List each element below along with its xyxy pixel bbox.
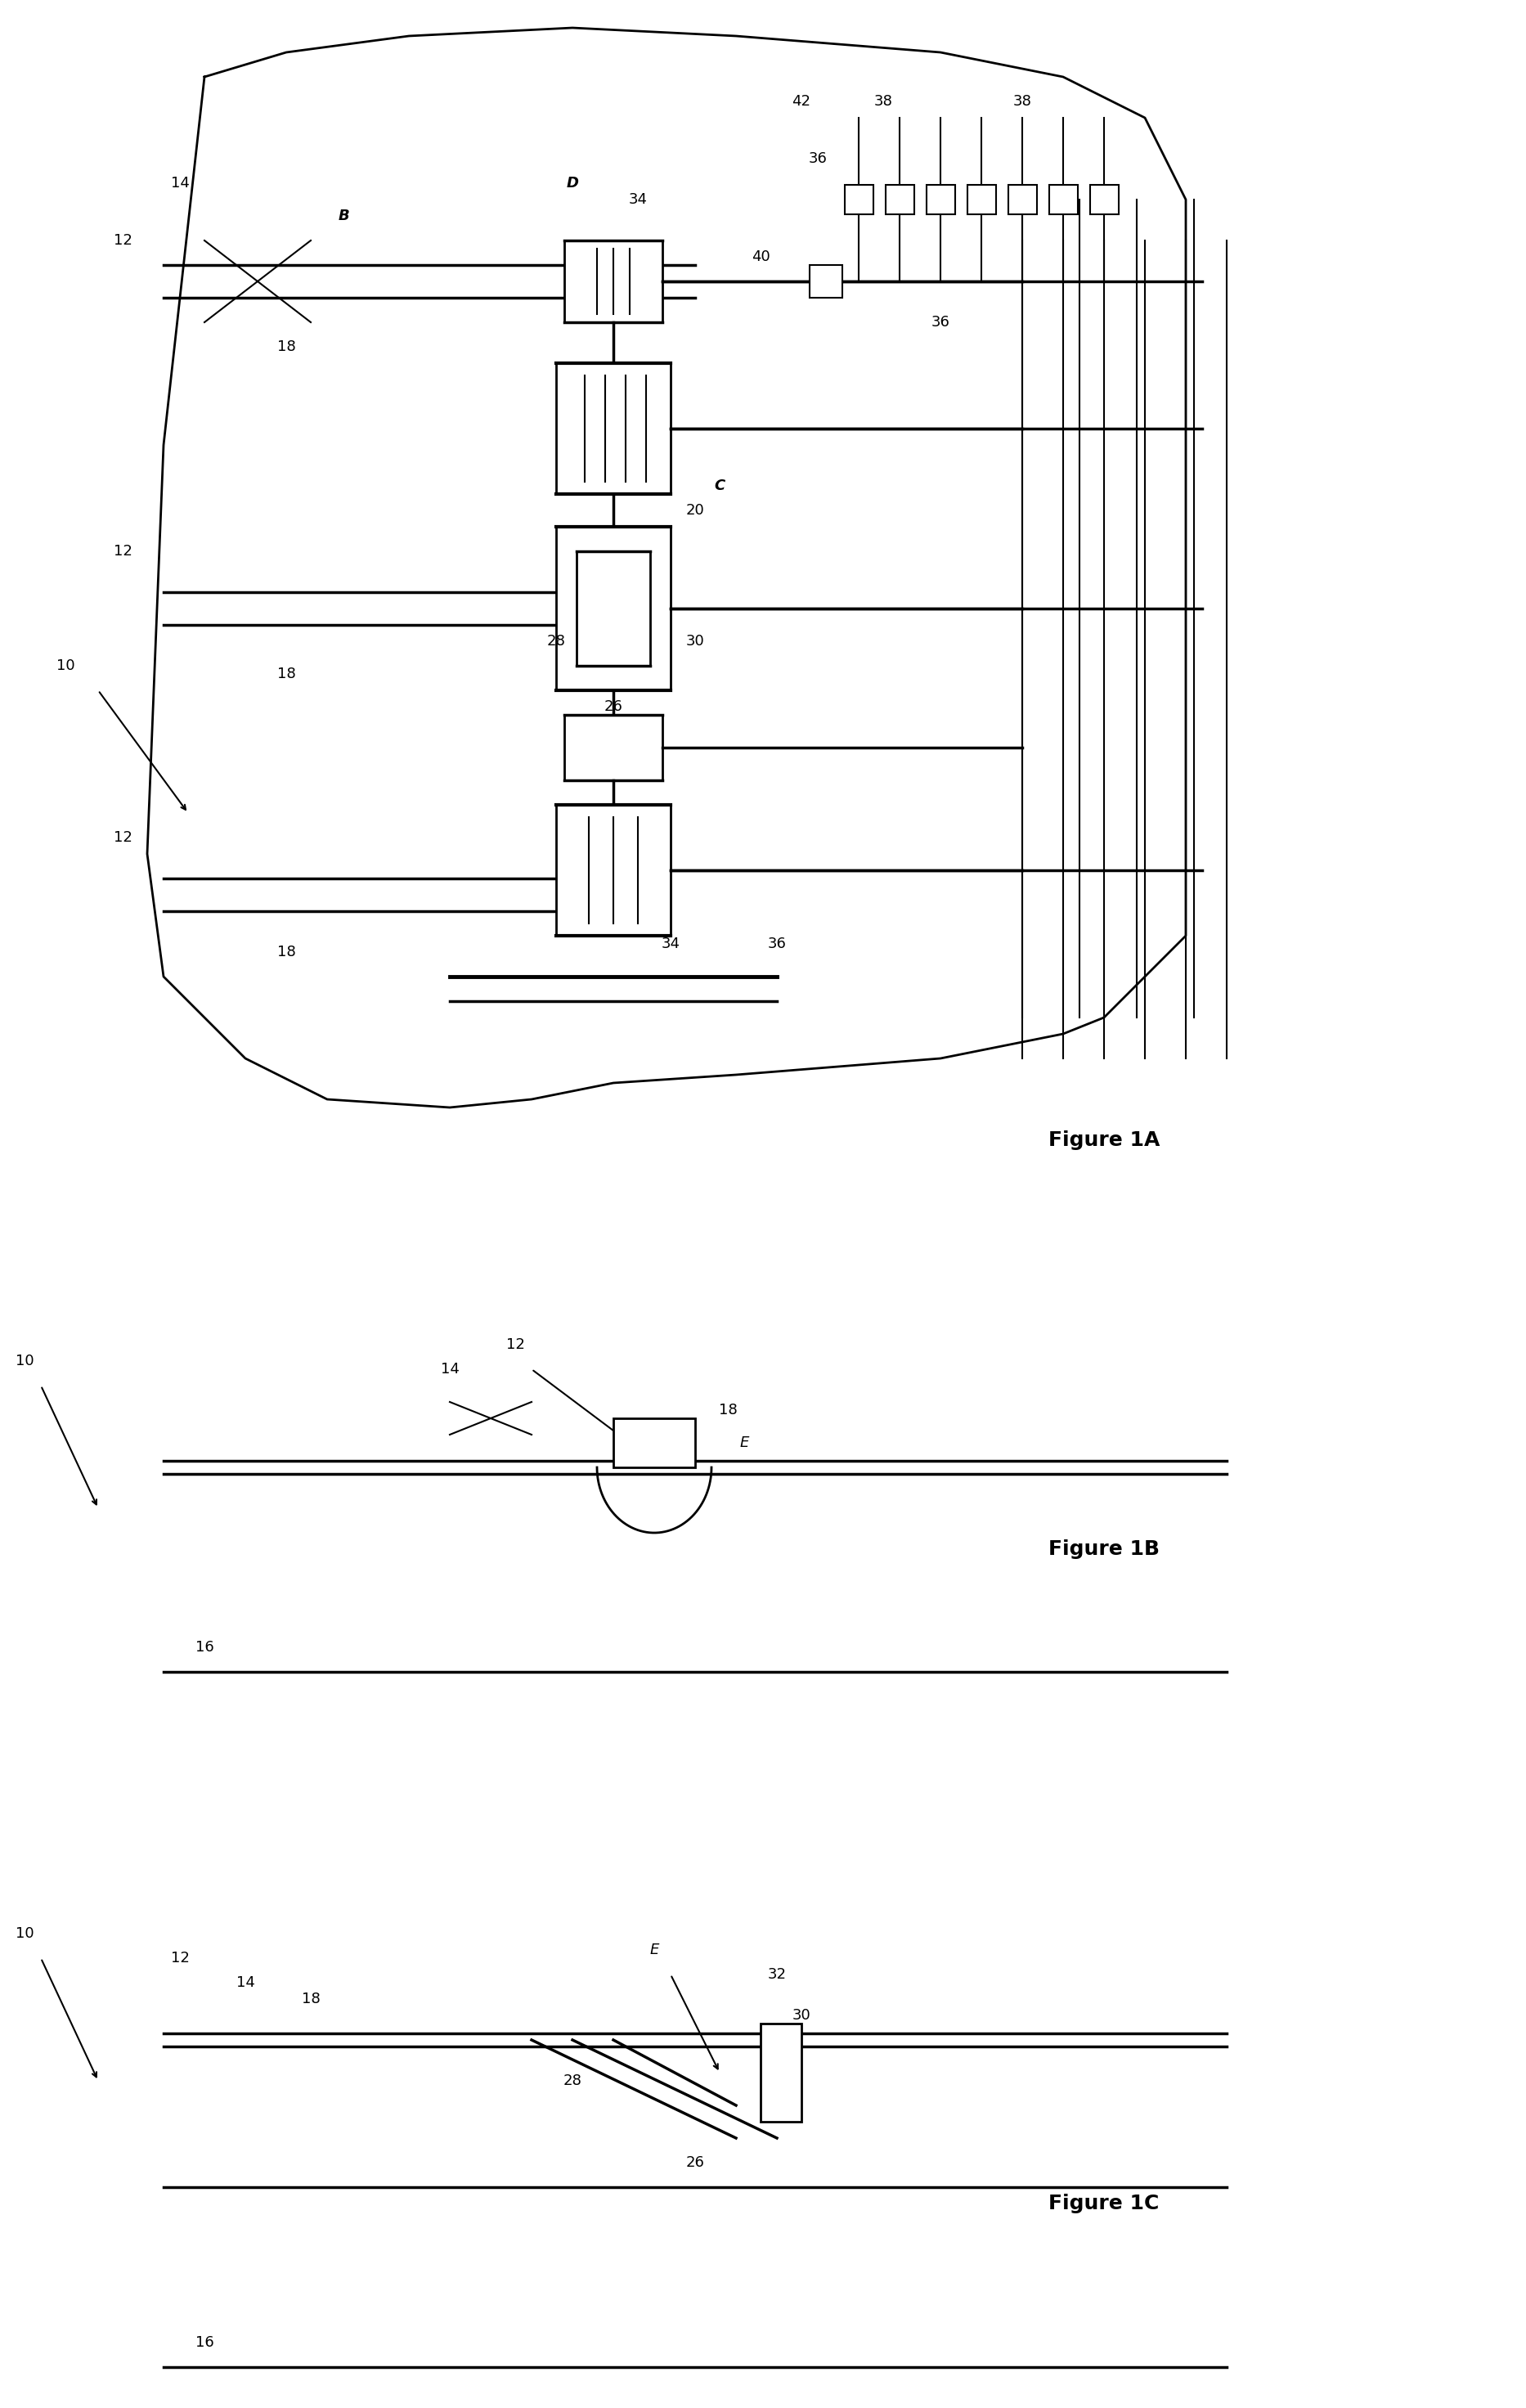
Text: 14: 14 bbox=[237, 1975, 255, 1989]
Text: E: E bbox=[740, 1435, 749, 1450]
Text: 10: 10 bbox=[56, 657, 75, 674]
Bar bbox=[613, 1418, 696, 1466]
Text: 12: 12 bbox=[171, 1950, 189, 1965]
Bar bbox=[555, 804, 670, 937]
Text: 30: 30 bbox=[792, 2008, 810, 2023]
Text: 18: 18 bbox=[276, 944, 296, 958]
Text: 36: 36 bbox=[768, 937, 786, 951]
Text: 28: 28 bbox=[563, 2073, 581, 2088]
Bar bbox=[760, 2023, 801, 2121]
Text: 32: 32 bbox=[768, 1967, 786, 1982]
Text: 18: 18 bbox=[276, 667, 296, 681]
Text: 36: 36 bbox=[809, 152, 827, 166]
Bar bbox=[1048, 185, 1077, 214]
Bar bbox=[565, 715, 662, 780]
Text: Figure 1B: Figure 1B bbox=[1048, 1539, 1160, 1558]
Text: 12: 12 bbox=[113, 544, 133, 559]
Text: 10: 10 bbox=[15, 1353, 34, 1368]
Text: 42: 42 bbox=[792, 94, 810, 108]
Text: 34: 34 bbox=[661, 937, 681, 951]
Text: 38: 38 bbox=[1013, 94, 1032, 108]
Text: Figure 1C: Figure 1C bbox=[1048, 2194, 1160, 2213]
Text: 16: 16 bbox=[195, 2336, 214, 2350]
Text: 26: 26 bbox=[685, 2155, 705, 2170]
Bar bbox=[967, 185, 995, 214]
Text: 10: 10 bbox=[15, 1926, 34, 1941]
Bar bbox=[1009, 185, 1036, 214]
Text: C: C bbox=[714, 479, 725, 494]
Bar bbox=[810, 265, 842, 299]
Bar bbox=[565, 241, 662, 323]
Bar bbox=[926, 185, 955, 214]
Text: Figure 1A: Figure 1A bbox=[1048, 1129, 1160, 1151]
Bar bbox=[555, 527, 670, 691]
Bar bbox=[844, 185, 873, 214]
Text: E: E bbox=[650, 1943, 659, 1958]
Text: 20: 20 bbox=[685, 503, 705, 518]
Text: 18: 18 bbox=[276, 340, 296, 354]
Bar bbox=[577, 551, 650, 665]
Bar bbox=[885, 185, 914, 214]
Text: 14: 14 bbox=[171, 176, 189, 190]
Text: 38: 38 bbox=[874, 94, 893, 108]
Text: 36: 36 bbox=[931, 315, 949, 330]
Text: D: D bbox=[566, 176, 578, 190]
Text: 12: 12 bbox=[113, 234, 133, 248]
Text: 26: 26 bbox=[604, 698, 623, 715]
Text: 18: 18 bbox=[719, 1404, 737, 1418]
Text: 28: 28 bbox=[546, 633, 566, 648]
Bar bbox=[1090, 185, 1119, 214]
Text: 34: 34 bbox=[629, 193, 647, 207]
Text: 16: 16 bbox=[195, 1640, 214, 1654]
Text: 18: 18 bbox=[302, 1991, 320, 2006]
Text: 12: 12 bbox=[505, 1336, 525, 1351]
Text: 14: 14 bbox=[441, 1363, 459, 1377]
Text: 12: 12 bbox=[113, 831, 133, 845]
Text: B: B bbox=[337, 209, 349, 224]
Bar bbox=[555, 364, 670, 494]
Text: 30: 30 bbox=[685, 633, 705, 648]
Text: 40: 40 bbox=[751, 250, 769, 265]
